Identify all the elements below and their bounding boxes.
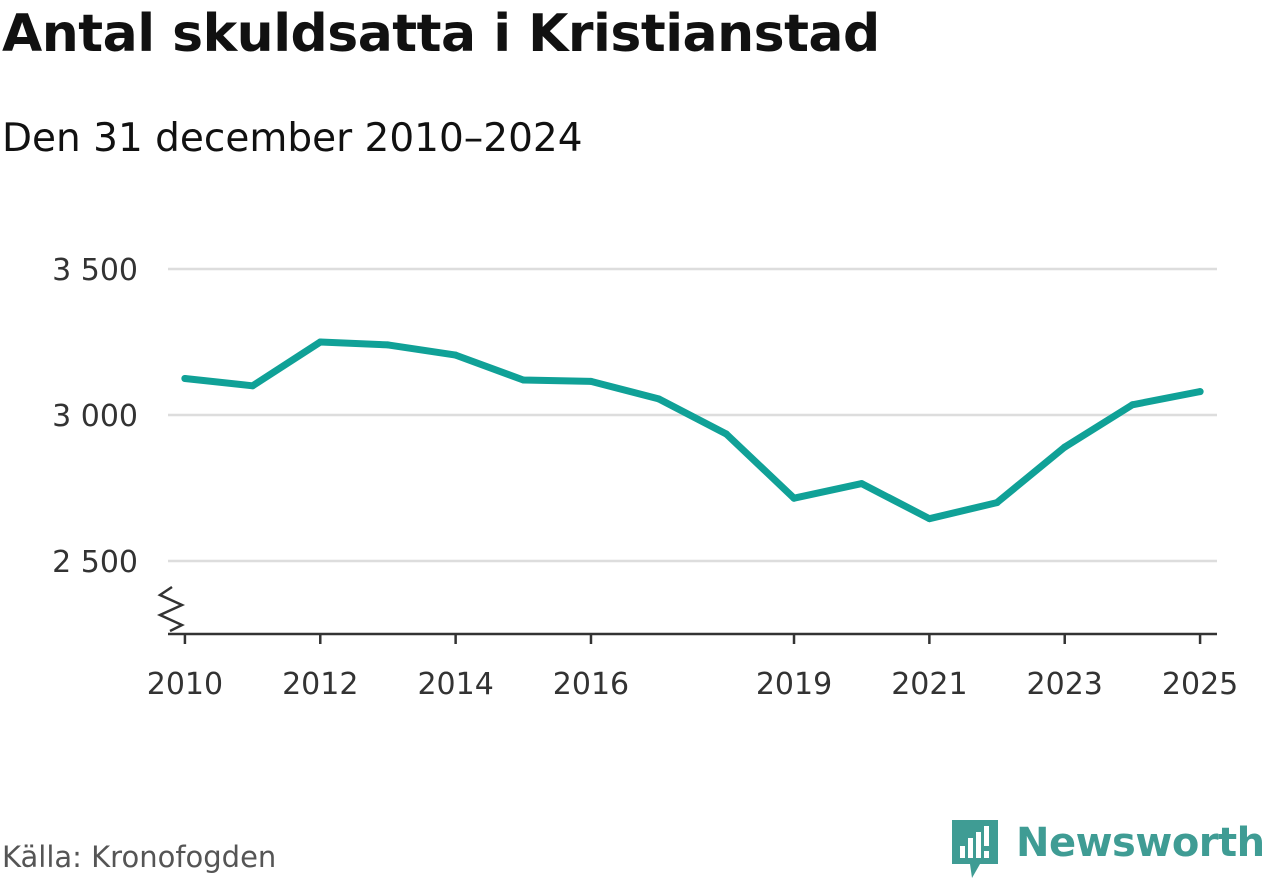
data-point (655, 395, 663, 403)
y-tick-label: 3 500 (52, 253, 138, 288)
newsworthy-logo-icon (952, 820, 998, 878)
data-point (181, 375, 189, 382)
data-point (722, 430, 730, 438)
data-point (249, 382, 257, 390)
data-point (790, 494, 798, 502)
x-tick-label: 2012 (282, 667, 358, 702)
data-point (1196, 388, 1204, 396)
data-point (1128, 401, 1136, 409)
x-tick-label: 2021 (891, 667, 967, 702)
data-point (384, 341, 392, 349)
data-point (519, 376, 527, 384)
data-point (452, 351, 460, 359)
data-point (587, 377, 595, 385)
data-point (993, 499, 1001, 507)
x-tick-label: 2025 (1162, 667, 1238, 702)
chart-title: Antal skuldsatta i Kristianstad (2, 4, 880, 64)
source-note: Källa: Kronofogden (2, 840, 277, 874)
data-point (925, 515, 933, 523)
x-tick-label: 2023 (1027, 667, 1103, 702)
x-tick-label: 2019 (756, 667, 832, 702)
y-tick-label: 3 000 (52, 399, 138, 434)
brand-name: Newsworthy (1016, 820, 1262, 866)
data-point (316, 338, 324, 346)
y-tick-label: 2 500 (52, 545, 138, 580)
x-tick-label: 2010 (147, 667, 223, 702)
series-line (181, 338, 1204, 523)
x-axis (156, 585, 1217, 636)
chart-subtitle: Den 31 december 2010–2024 (2, 116, 583, 161)
x-axis-ticks: 2010 2012 2014 2016 2019 2021 2023 2025 (147, 634, 1238, 702)
x-tick-label: 2016 (553, 667, 629, 702)
axis-break-mark (156, 585, 186, 633)
data-point (858, 480, 866, 488)
x-tick-label: 2014 (417, 667, 493, 702)
data-point (1061, 443, 1069, 451)
brand-logo: Newsworthy (950, 818, 1262, 880)
y-axis-ticks: 2 500 3 000 3 500 (52, 253, 138, 580)
series-layer (181, 338, 1204, 523)
